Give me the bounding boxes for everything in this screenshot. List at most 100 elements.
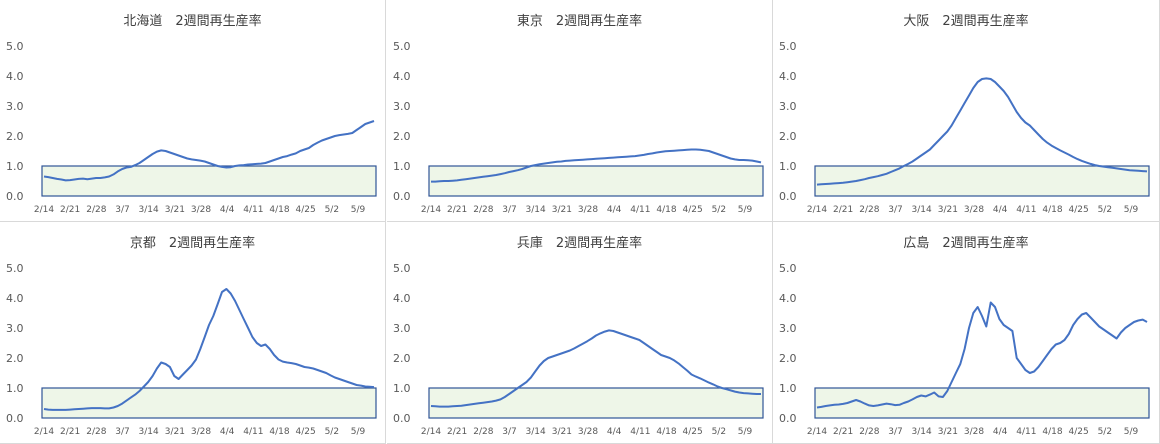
x-tick-label: 3/14 (912, 427, 932, 437)
x-tick-label: 3/7 (888, 427, 902, 437)
threshold-band (41, 387, 377, 419)
y-tick-label: 5.0 (6, 262, 24, 275)
chart-title: 北海道 2週間再生産率 (123, 14, 262, 29)
x-tick-label: 5/9 (1124, 427, 1139, 437)
x-tick-label: 4/4 (607, 205, 622, 215)
x-tick-label: 2/28 (473, 205, 493, 215)
x-tick-label: 2/14 (34, 427, 54, 437)
y-tick-label: 2.0 (393, 130, 411, 143)
x-tick-label: 3/28 (964, 427, 984, 437)
x-tick-label: 3/21 (165, 427, 185, 437)
x-tick-label: 4/18 (269, 427, 289, 437)
chart-svg: 0.0 1.0 2.0 3.0 4.0 5.0 2/14 2/21 2/28 3/7 3/14 3/2… (779, 40, 1150, 215)
x-tick-label: 4/4 (220, 205, 235, 215)
y-tick-label: 3.0 (6, 322, 24, 335)
x-tick-label: 4/4 (993, 205, 1008, 215)
x-tick-label: 3/7 (502, 427, 516, 437)
x-tick-label: 2/28 (86, 205, 106, 215)
x-tick-label: 5/9 (738, 427, 753, 437)
series-line (43, 288, 375, 411)
y-tick-label: 5.0 (779, 40, 797, 53)
x-tick-label: 3/14 (139, 205, 159, 215)
x-tick-label: 4/11 (630, 205, 650, 215)
x-tick-label: 3/21 (552, 205, 572, 215)
y-tick-label: 1.0 (393, 382, 411, 395)
series-line (816, 77, 1148, 186)
x-tick-label: 2/28 (473, 427, 493, 437)
x-tick-label: 4/18 (1042, 427, 1062, 437)
x-tick-label: 2/14 (807, 205, 827, 215)
y-tick-label: 1.0 (393, 160, 411, 173)
x-tick-label: 3/14 (526, 205, 546, 215)
x-tick-label: 3/28 (578, 205, 598, 215)
chart-panel: 北海道 2週間再生産率 0.0 1.0 2.0 3.0 4.0 5.0 2/14 2/21 2/2… (0, 0, 386, 222)
y-tick-label: 1.0 (779, 382, 797, 395)
y-tick-label: 5.0 (6, 40, 24, 53)
x-tick-label: 4/18 (656, 427, 676, 437)
y-tick-label: 0.0 (6, 190, 24, 203)
chart-svg: 0.0 1.0 2.0 3.0 4.0 5.0 2/14 2/21 2/28 3/7 3/14 3/2… (6, 262, 377, 437)
y-tick-label: 0.0 (393, 190, 411, 203)
x-tick-label: 2/14 (34, 205, 54, 215)
chart-title: 京都 2週間再生産率 (129, 236, 256, 251)
y-tick-label: 1.0 (6, 160, 24, 173)
threshold-band (41, 165, 377, 197)
x-tick-label: 4/4 (220, 427, 235, 437)
chart-panel: 東京 2週間再生産率 0.0 1.0 2.0 3.0 4.0 5.0 2/14 2/21 2/28… (387, 0, 773, 222)
y-tick-label: 5.0 (779, 262, 797, 275)
series-line (43, 120, 375, 182)
series-line (430, 329, 761, 408)
y-tick-label: 2.0 (779, 130, 797, 143)
x-tick-label: 2/14 (421, 427, 441, 437)
y-tick-label: 0.0 (779, 190, 797, 203)
chart-panel: 兵庫 2週間再生産率 0.0 1.0 2.0 3.0 4.0 5.0 2/14 2/21 2/28… (387, 222, 773, 444)
x-tick-label: 4/25 (1069, 427, 1089, 437)
x-tick-label: 4/4 (993, 427, 1008, 437)
y-tick-label: 4.0 (393, 70, 411, 83)
x-tick-label: 3/7 (888, 205, 902, 215)
x-tick-label: 2/14 (807, 427, 827, 437)
x-tick-label: 2/28 (86, 427, 106, 437)
x-tick-label: 4/25 (683, 205, 703, 215)
x-tick-label: 3/7 (115, 427, 129, 437)
x-tick-label: 3/7 (502, 205, 516, 215)
series-line (816, 301, 1148, 409)
x-tick-label: 4/4 (607, 427, 622, 437)
y-tick-label: 0.0 (779, 412, 797, 425)
x-tick-label: 2/28 (859, 427, 879, 437)
x-tick-label: 4/11 (1016, 427, 1036, 437)
x-tick-label: 3/21 (552, 427, 572, 437)
y-tick-label: 2.0 (6, 130, 24, 143)
x-tick-label: 4/18 (1042, 205, 1062, 215)
x-tick-label: 5/9 (738, 205, 753, 215)
chart-svg: 0.0 1.0 2.0 3.0 4.0 5.0 2/14 2/21 2/28 3/7 3/14 3/2… (6, 40, 377, 215)
x-tick-label: 2/28 (859, 205, 879, 215)
x-tick-label: 4/25 (1069, 205, 1089, 215)
y-tick-label: 4.0 (6, 70, 24, 83)
chart-svg: 0.0 1.0 2.0 3.0 4.0 5.0 2/14 2/21 2/28 3/7 3/14 3/2… (393, 262, 764, 437)
y-tick-label: 5.0 (393, 262, 411, 275)
y-tick-label: 1.0 (6, 382, 24, 395)
x-tick-label: 5/9 (351, 427, 366, 437)
x-tick-label: 3/14 (912, 205, 932, 215)
x-tick-label: 5/2 (1098, 427, 1112, 437)
x-tick-label: 4/25 (296, 427, 316, 437)
y-tick-label: 0.0 (393, 412, 411, 425)
x-tick-label: 5/2 (325, 427, 339, 437)
x-tick-label: 3/14 (526, 427, 546, 437)
threshold-band (428, 165, 764, 197)
chart-svg: 0.0 1.0 2.0 3.0 4.0 5.0 2/14 2/21 2/28 3/7 3/14 3/2… (393, 40, 764, 215)
chart-title: 兵庫 2週間再生産率 (516, 236, 643, 251)
x-tick-label: 3/28 (191, 427, 211, 437)
x-tick-label: 4/11 (630, 427, 650, 437)
chart-title: 大阪 2週間再生産率 (903, 14, 1029, 29)
y-tick-label: 2.0 (6, 352, 24, 365)
x-tick-label: 2/21 (833, 427, 853, 437)
x-tick-label: 3/28 (191, 205, 211, 215)
x-tick-label: 4/18 (656, 205, 676, 215)
x-tick-label: 3/21 (938, 205, 958, 215)
y-tick-label: 2.0 (393, 352, 411, 365)
x-tick-label: 2/21 (447, 427, 467, 437)
y-tick-label: 1.0 (779, 160, 797, 173)
x-tick-label: 4/11 (243, 205, 263, 215)
